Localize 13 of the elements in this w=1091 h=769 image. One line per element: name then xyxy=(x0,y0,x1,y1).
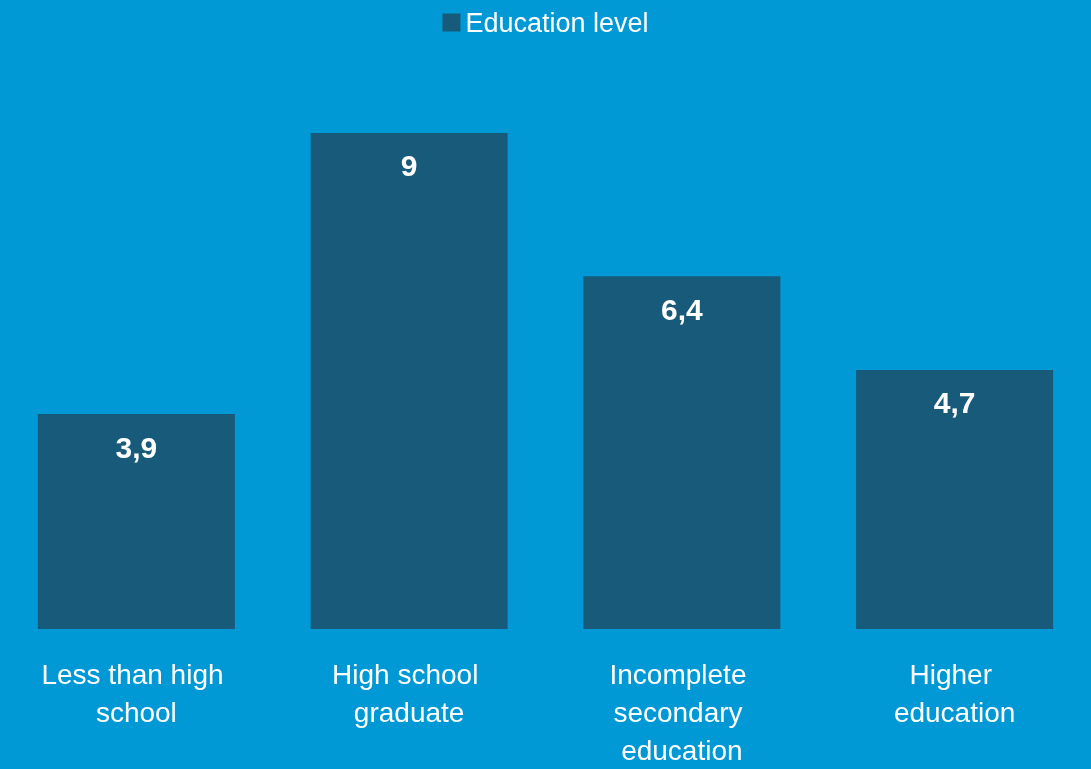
data-label: 6,4 xyxy=(661,292,704,326)
x-tick-label: High school graduate xyxy=(332,658,487,728)
x-tick-label: Incomplete secondary education xyxy=(609,658,755,766)
x-tick-label: Higher education xyxy=(893,658,1016,728)
data-label: 9 xyxy=(400,149,418,183)
legend-label: Education level xyxy=(465,7,649,38)
x-tick-label: Less than high school xyxy=(41,658,232,728)
data-label: 4,7 xyxy=(933,386,976,420)
bar xyxy=(583,276,781,629)
bar xyxy=(856,369,1054,629)
data-label: 3,9 xyxy=(115,430,158,464)
bar xyxy=(37,414,235,629)
bar xyxy=(310,132,508,629)
